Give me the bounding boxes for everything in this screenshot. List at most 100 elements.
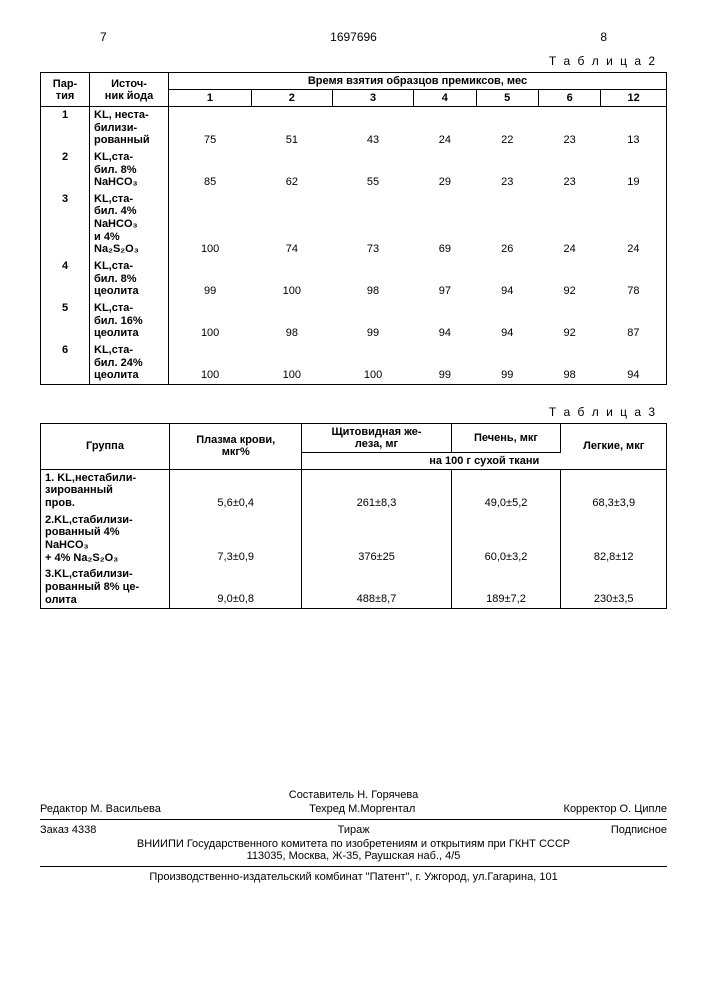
t2-val: 99 (332, 300, 413, 342)
t2-source: KL, неста-билизи-рованный (90, 107, 169, 149)
t2-val: 51 (251, 107, 332, 149)
t2-val: 100 (251, 258, 332, 300)
footer-editor: Редактор М. Васильева (40, 803, 161, 815)
t3-val: 230±3,5 (561, 566, 667, 608)
t2-val: 99 (476, 342, 538, 384)
t2-val: 78 (601, 258, 667, 300)
t2-val: 85 (169, 149, 252, 191)
footer-tech: Техред М.Моргентал (309, 803, 415, 815)
t3-val: 82,8±12 (561, 512, 667, 567)
t2-month-1: 1 (169, 90, 252, 107)
t2-partia: 4 (41, 258, 90, 300)
t3-val: 488±8,7 (302, 566, 451, 608)
t2-month-4: 4 (414, 90, 476, 107)
t3-h-sub: на 100 г сухой ткани (302, 452, 667, 469)
t2-source: KL,ста-бил. 8%NaHCO₃ (90, 149, 169, 191)
t2-val: 92 (538, 258, 600, 300)
t3-val: 7,3±0,9 (170, 512, 302, 567)
t2-source: KL,ста-бил. 16%цеолита (90, 300, 169, 342)
t3-group: 2.KL,стабилизи-рованный 4%NaHCO₃+ 4% Na₂… (41, 512, 170, 567)
t2-val: 100 (332, 342, 413, 384)
t2-source: KL,ста-бил. 24%цеолита (90, 342, 169, 384)
t2-partia: 6 (41, 342, 90, 384)
t2-partia: 2 (41, 149, 90, 191)
footer-order: Заказ 4338 (40, 824, 96, 836)
footer-tirazh: Тираж (338, 824, 370, 836)
t2-val: 23 (538, 149, 600, 191)
t2-val: 74 (251, 191, 332, 258)
t2-val: 55 (332, 149, 413, 191)
t2-val: 73 (332, 191, 413, 258)
footer-corrector: Корректор О. Ципле (564, 803, 667, 815)
t2-source: KL,ста-бил. 4%NaHCO₃и 4%Na₂S₂O₃ (90, 191, 169, 258)
t2-month-2: 2 (251, 90, 332, 107)
doc-number: 1697696 (330, 30, 377, 44)
t2-val: 13 (601, 107, 667, 149)
t2-month-5: 5 (476, 90, 538, 107)
t2-h-time: Время взятия образцов премиксов, мес (169, 73, 667, 90)
t2-val: 100 (169, 191, 252, 258)
table3-label: Т а б л и ц а 3 (40, 405, 657, 419)
t2-val: 24 (601, 191, 667, 258)
t2-h-source: Источ-ник йода (90, 73, 169, 107)
t2-partia: 1 (41, 107, 90, 149)
footer-org3: Производственно-издательский комбинат "П… (40, 871, 667, 883)
page-header: 7 1697696 8 (40, 30, 667, 44)
t2-val: 43 (332, 107, 413, 149)
t2-val: 99 (169, 258, 252, 300)
table2-label: Т а б л и ц а 2 (40, 54, 657, 68)
t2-val: 23 (476, 149, 538, 191)
t2-val: 94 (601, 342, 667, 384)
t2-month-12: 12 (601, 90, 667, 107)
t2-h-partia: Пар-тия (41, 73, 90, 107)
t2-val: 29 (414, 149, 476, 191)
t2-val: 98 (538, 342, 600, 384)
t2-val: 99 (414, 342, 476, 384)
t2-source: KL,ста-бил. 8%цеолита (90, 258, 169, 300)
t2-val: 87 (601, 300, 667, 342)
t2-partia: 5 (41, 300, 90, 342)
t3-group: 1. KL,нестабили-зированныйпров. (41, 469, 170, 511)
footer-org2: 113035, Москва, Ж-35, Раушская наб., 4/5 (40, 850, 667, 862)
t2-val: 69 (414, 191, 476, 258)
table2: Пар-тия Источ-ник йода Время взятия обра… (40, 72, 667, 385)
t2-val: 97 (414, 258, 476, 300)
t3-val: 261±8,3 (302, 469, 451, 511)
t2-val: 19 (601, 149, 667, 191)
page-num-left: 7 (100, 30, 107, 44)
footer-org1: ВНИИПИ Государственного комитета по изоб… (40, 838, 667, 850)
t2-val: 75 (169, 107, 252, 149)
t2-val: 92 (538, 300, 600, 342)
t2-val: 98 (251, 300, 332, 342)
t3-group: 3.KL,стабилизи-рованный 8% це-олита (41, 566, 170, 608)
table3: Группа Плазма крови,мкг% Щитовидная же-л… (40, 423, 667, 609)
t2-val: 94 (414, 300, 476, 342)
t2-partia: 3 (41, 191, 90, 258)
t2-val: 22 (476, 107, 538, 149)
t2-val: 100 (169, 342, 252, 384)
t3-val: 189±7,2 (451, 566, 561, 608)
t3-h-thyroid: Щитовидная же-леза, мг (302, 423, 451, 452)
t2-val: 24 (414, 107, 476, 149)
footer: Составитель Н. Горячева Редактор М. Васи… (40, 789, 667, 883)
t2-val: 100 (169, 300, 252, 342)
t3-h-group: Группа (41, 423, 170, 469)
t3-val: 5,6±0,4 (170, 469, 302, 511)
t2-val: 24 (538, 191, 600, 258)
footer-compiler: Составитель Н. Горячева (40, 789, 667, 801)
t3-val: 60,0±3,2 (451, 512, 561, 567)
t3-h-liver: Печень, мкг (451, 423, 561, 452)
t2-val: 26 (476, 191, 538, 258)
t2-month-6: 6 (538, 90, 600, 107)
t3-val: 49,0±5,2 (451, 469, 561, 511)
t2-month-3: 3 (332, 90, 413, 107)
t3-val: 376±25 (302, 512, 451, 567)
t2-val: 23 (538, 107, 600, 149)
footer-sign: Подписное (611, 824, 667, 836)
t2-val: 94 (476, 300, 538, 342)
t3-val: 9,0±0,8 (170, 566, 302, 608)
t3-h-plasma: Плазма крови,мкг% (170, 423, 302, 469)
t2-val: 100 (251, 342, 332, 384)
page-num-right: 8 (600, 30, 607, 44)
t3-val: 68,3±3,9 (561, 469, 667, 511)
